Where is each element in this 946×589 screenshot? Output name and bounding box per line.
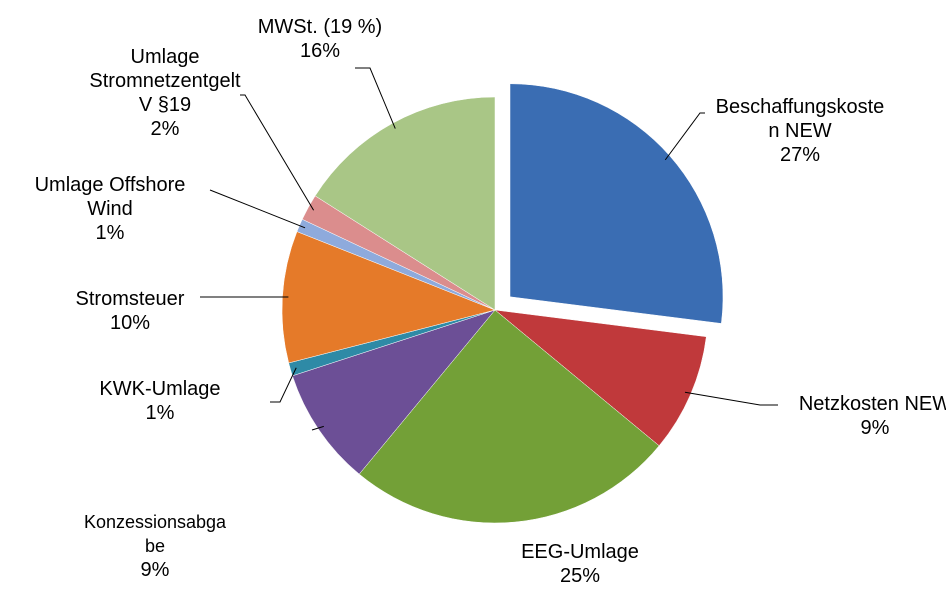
value-label: 9% — [140, 559, 170, 581]
data-label: MWSt. (19 %) 16% — [230, 15, 410, 63]
pie-slice — [292, 309, 496, 475]
data-label: Netzkosten NEW 9% — [780, 392, 946, 440]
leader-line — [664, 112, 705, 161]
pie-slice — [509, 83, 724, 324]
category-label: MWSt. (19 %) — [257, 16, 383, 38]
value-label: 25% — [559, 565, 601, 587]
pie-slice — [494, 309, 707, 447]
value-label: 1% — [145, 402, 175, 424]
leader-line — [240, 94, 315, 211]
data-label: Umlage Offshore Wind 1% — [10, 173, 210, 245]
data-label: Beschaffungskosten NEW 27% — [712, 95, 888, 167]
leader-line — [684, 391, 778, 406]
data-label: KWK-Umlage 1% — [90, 377, 230, 425]
leader-line — [209, 189, 306, 229]
category-label: Konzessionsabgabe — [83, 512, 227, 556]
data-label: Umlage Stromnetzentgelt V §19 2% — [85, 45, 245, 141]
category-label: Netzkosten NEW — [798, 393, 946, 415]
category-label: EEG-Umlage — [521, 541, 639, 563]
data-label: Konzessionsabgabe 9% — [80, 510, 230, 582]
category-label: Stromsteuer — [75, 288, 185, 310]
value-label: 1% — [95, 222, 125, 244]
value-label: 9% — [860, 417, 890, 439]
value-label: 2% — [150, 118, 180, 140]
leader-line — [311, 425, 324, 431]
value-label: 10% — [109, 312, 151, 334]
leader-line — [270, 367, 297, 403]
value-label: 16% — [299, 40, 341, 62]
data-label: Stromsteuer 10% — [50, 287, 210, 335]
category-label: Umlage Offshore Wind — [34, 174, 186, 220]
data-label: EEG-Umlage 25% — [490, 540, 670, 588]
pie-slice — [314, 96, 496, 311]
category-label: KWK-Umlage — [99, 378, 221, 400]
pie-slice — [358, 309, 660, 524]
category-label: Umlage Stromnetzentgelt V §19 — [89, 46, 241, 116]
value-label: 27% — [779, 144, 821, 166]
category-label: Beschaffungskosten NEW — [715, 96, 885, 142]
leader-line — [355, 67, 396, 129]
